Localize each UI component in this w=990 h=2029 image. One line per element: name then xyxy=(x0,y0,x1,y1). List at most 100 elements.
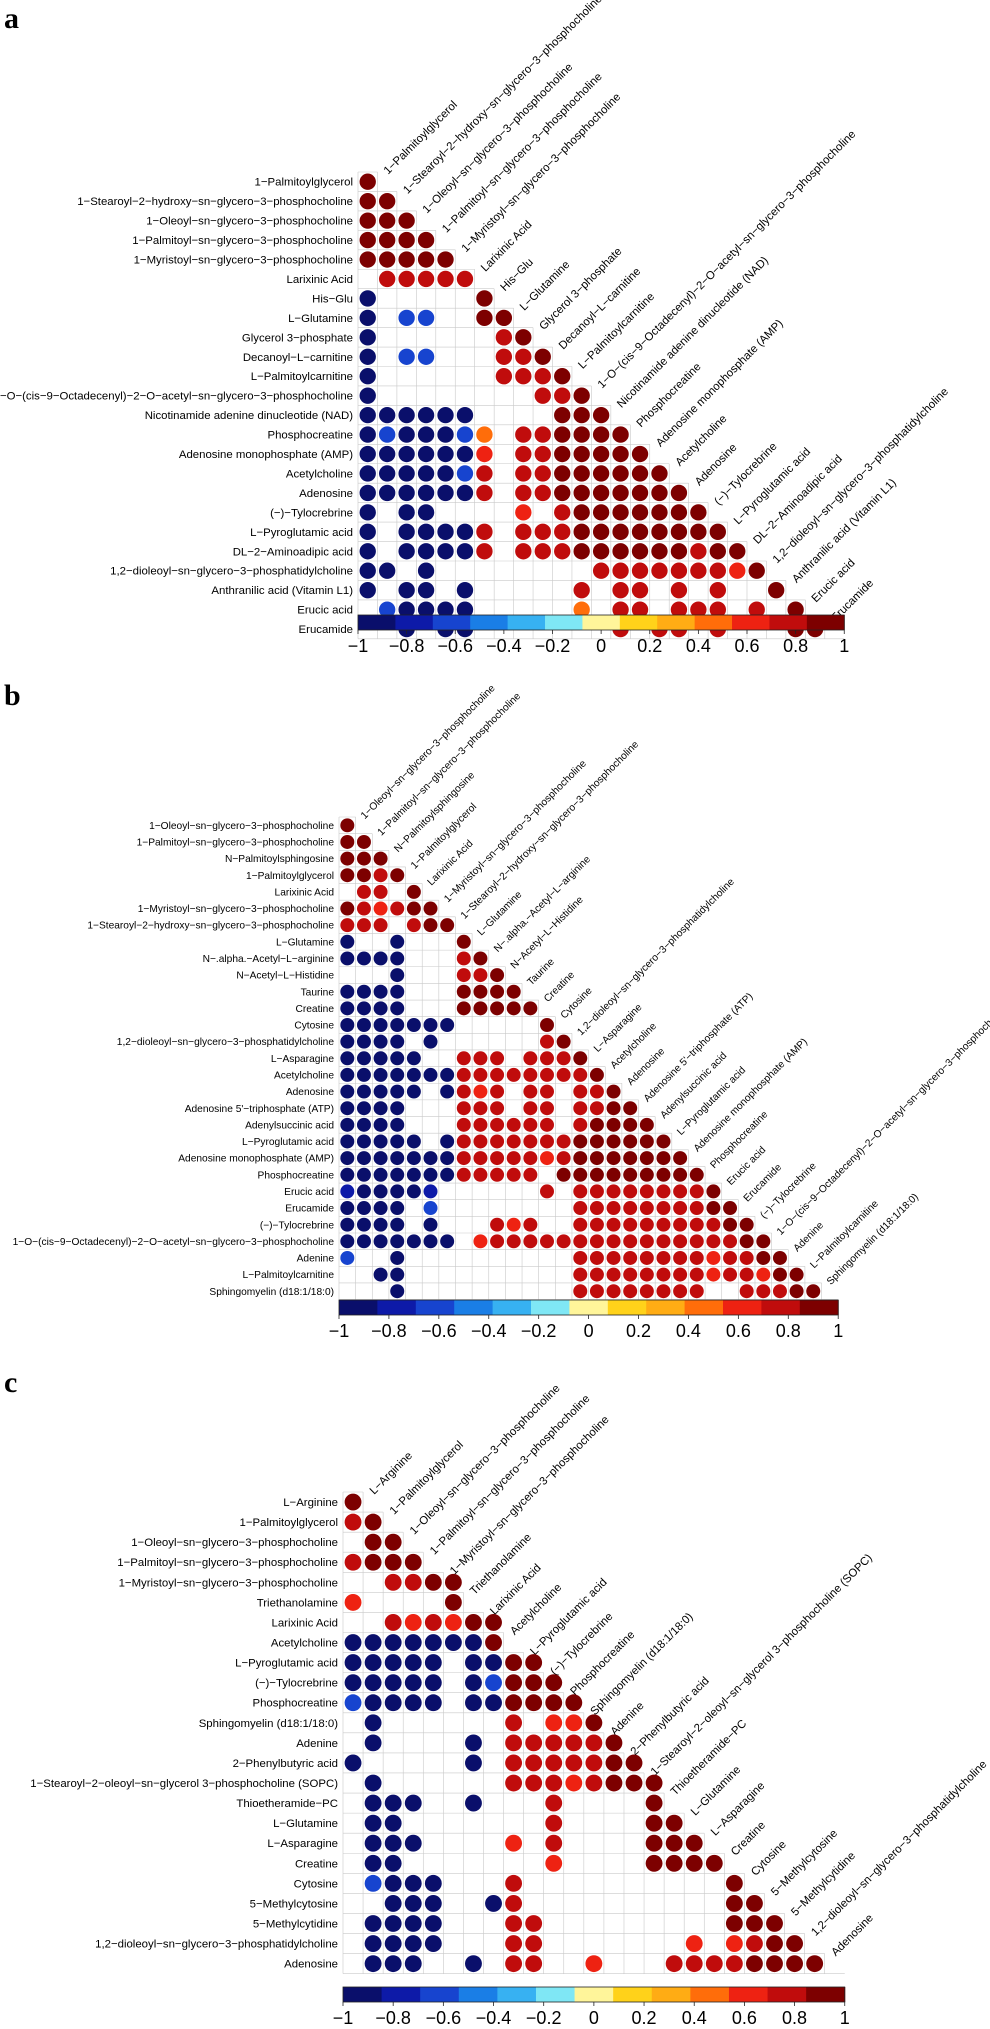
correlation-circle xyxy=(589,1101,604,1116)
correlation-circle xyxy=(404,1634,422,1651)
correlation-circle xyxy=(373,1267,388,1282)
row-label: 1−Palmitoylglycerol xyxy=(246,871,334,882)
correlation-circle xyxy=(506,1217,521,1232)
row-label: Sphingomyelin (d18:1/18:0) xyxy=(209,1287,334,1298)
correlation-circle xyxy=(356,868,371,883)
colorbar-tick-label: 0.6 xyxy=(726,1321,751,1341)
correlation-circle xyxy=(605,1734,623,1752)
colorbar-tick-label: 1 xyxy=(839,636,849,656)
correlation-circle xyxy=(505,1774,523,1792)
correlation-circle xyxy=(340,984,355,999)
correlation-circle xyxy=(456,1001,471,1016)
correlation-circle xyxy=(424,1694,442,1712)
correlation-circle xyxy=(673,1234,688,1249)
correlation-circle xyxy=(534,426,551,443)
correlation-circle xyxy=(545,1694,563,1712)
correlation-circle xyxy=(631,465,649,482)
correlation-circle xyxy=(437,543,454,560)
correlation-circle xyxy=(534,368,551,385)
correlation-circle xyxy=(356,1101,371,1116)
correlation-circle xyxy=(390,1151,405,1166)
correlation-circle xyxy=(398,504,415,521)
correlation-circle xyxy=(390,1184,405,1199)
correlation-circle xyxy=(404,1794,422,1812)
colorbar-tick-label: 0.4 xyxy=(686,636,711,656)
correlation-circle xyxy=(406,1151,421,1166)
correlation-circle xyxy=(373,984,388,999)
correlation-circle xyxy=(723,1250,738,1265)
correlation-circle xyxy=(390,1117,405,1132)
correlation-circle xyxy=(540,1067,554,1082)
correlation-circle xyxy=(390,1067,405,1082)
correlation-circle xyxy=(690,543,707,560)
correlation-circle xyxy=(364,1854,382,1872)
correlation-circle xyxy=(723,1267,738,1282)
correlation-circle xyxy=(766,1915,783,1932)
correlation-circle xyxy=(772,1284,787,1299)
correlation-circle xyxy=(766,1935,783,1953)
correlation-circle xyxy=(456,445,474,463)
row-label: 2−Phenylbutyric acid xyxy=(233,1758,338,1770)
correlation-circle xyxy=(398,231,415,249)
correlation-circle xyxy=(789,1267,804,1282)
diagonal-label: 1−Myristoyl−sn−glycero−3−phosphocholine xyxy=(448,1414,612,1578)
correlation-circle xyxy=(359,504,376,521)
correlation-circle xyxy=(490,1084,505,1099)
correlation-circle xyxy=(364,1874,382,1892)
correlation-circle xyxy=(746,1895,763,1912)
correlation-circle xyxy=(456,968,471,983)
correlation-circle xyxy=(444,1573,462,1591)
correlation-circle xyxy=(505,1834,523,1852)
correlation-circle xyxy=(645,1854,663,1872)
correlation-circle xyxy=(645,1794,663,1812)
correlation-circle xyxy=(515,465,532,482)
correlation-circle xyxy=(665,1854,683,1872)
correlation-circle xyxy=(639,1217,654,1232)
correlation-circle xyxy=(390,1001,405,1016)
correlation-circle xyxy=(340,1184,355,1199)
correlation-circle xyxy=(424,1674,442,1692)
correlation-circle xyxy=(390,1051,405,1066)
correlation-circle xyxy=(473,968,488,983)
correlation-circle xyxy=(573,601,590,618)
correlation-circle xyxy=(417,445,435,463)
correlation-circle xyxy=(656,1234,671,1249)
correlation-circle xyxy=(340,901,355,916)
correlation-circle xyxy=(573,445,590,463)
correlation-circle xyxy=(379,231,396,249)
correlation-circle xyxy=(423,1034,438,1049)
correlation-circle xyxy=(406,1167,421,1182)
correlation-circle xyxy=(639,1201,654,1216)
correlation-circle xyxy=(756,1284,771,1299)
correlation-circle xyxy=(540,1034,554,1049)
correlation-circle xyxy=(373,1151,388,1166)
colorbar-segment xyxy=(432,615,471,630)
correlation-circle xyxy=(709,523,726,540)
correlation-circle xyxy=(689,1234,704,1249)
correlation-circle xyxy=(505,1874,523,1892)
correlation-circle xyxy=(786,1955,804,1973)
correlation-circle xyxy=(356,1151,371,1166)
correlation-circle xyxy=(340,1034,355,1049)
correlation-circle xyxy=(525,1754,543,1772)
diagonal-label: 2−Phenylbutyric acid xyxy=(629,1675,712,1758)
diagonal-label: Adenine xyxy=(609,1700,647,1738)
correlation-circle xyxy=(756,1267,771,1282)
correlation-circle xyxy=(465,1654,482,1672)
correlation-circle xyxy=(505,1734,523,1752)
correlation-circle xyxy=(340,868,355,883)
correlation-circle xyxy=(505,1935,523,1953)
correlation-circle xyxy=(359,348,376,365)
correlation-circle xyxy=(373,918,388,933)
row-label: 1−Palmitoyl−sn−glycero−3−phosphocholine xyxy=(117,1557,338,1569)
correlation-circle xyxy=(390,1267,405,1282)
correlation-circle xyxy=(505,1694,523,1712)
colorbar-segment xyxy=(507,615,546,630)
correlation-circle xyxy=(359,368,376,385)
correlation-circle xyxy=(573,1167,588,1182)
correlation-circle xyxy=(639,1284,654,1299)
colorbar-tick-label: −0.6 xyxy=(421,1321,457,1341)
row-label: Phosphocreatine xyxy=(268,430,354,442)
correlation-circle xyxy=(359,445,376,463)
correlation-circle xyxy=(556,1134,571,1149)
